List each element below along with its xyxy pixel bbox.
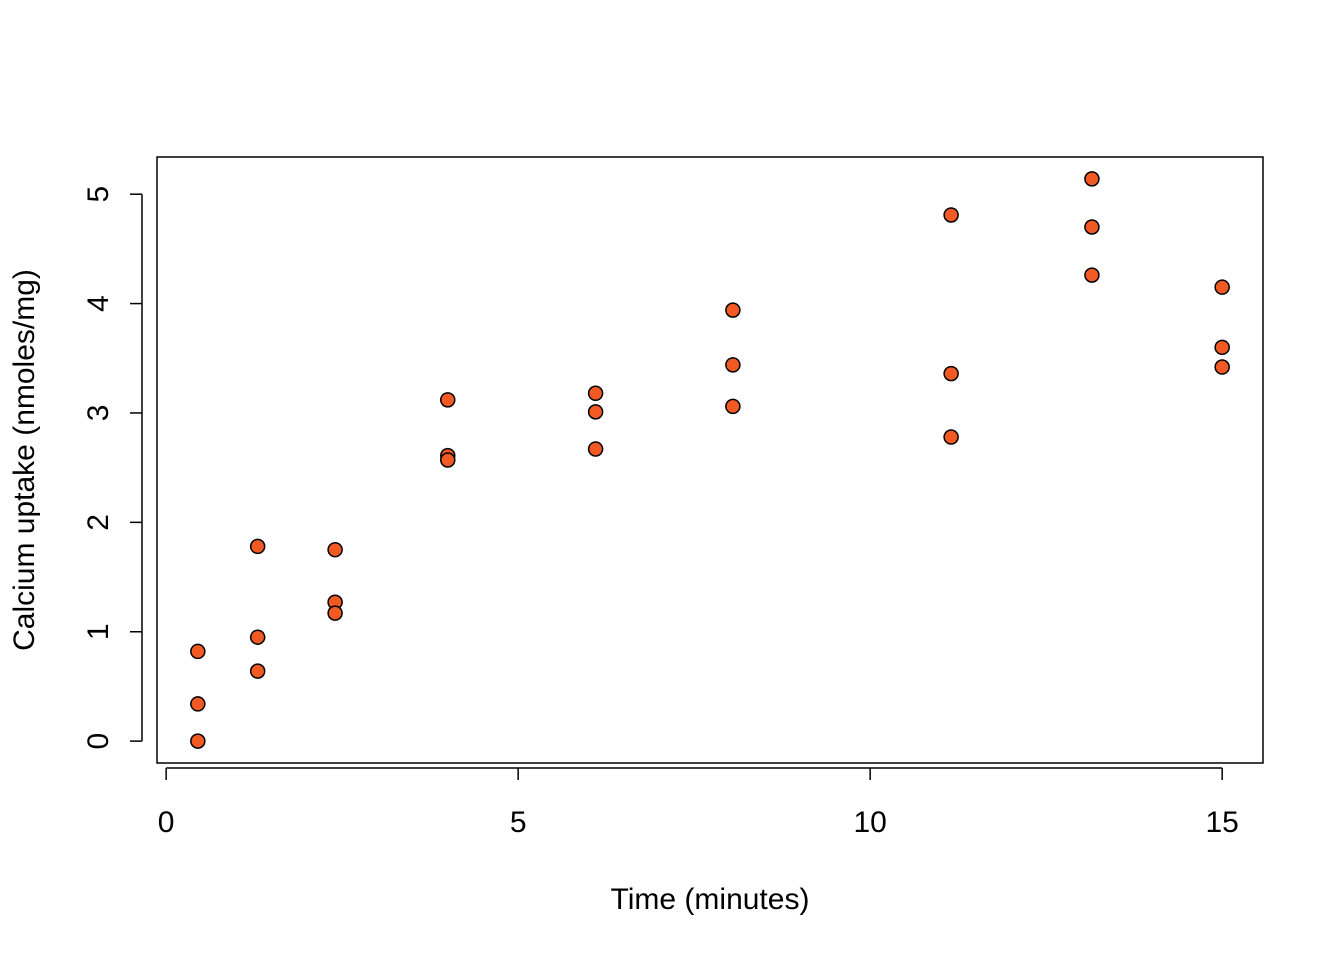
y-tick-label: 1 — [82, 623, 115, 640]
point — [440, 392, 456, 408]
point — [943, 207, 959, 223]
x-axis-label: Time (minutes) — [611, 883, 810, 916]
y-tick-label: 5 — [82, 186, 115, 203]
point — [587, 441, 604, 457]
point — [1214, 279, 1230, 295]
point — [440, 452, 456, 468]
plot-frame — [156, 156, 1264, 764]
point — [327, 541, 343, 558]
point — [1084, 171, 1100, 187]
x-tick-label: 10 — [853, 806, 886, 839]
y-axis-label: Calcium uptake (nmoles/mg) — [8, 269, 41, 651]
point — [725, 302, 741, 318]
point — [587, 385, 604, 402]
point — [943, 429, 959, 445]
point — [725, 398, 741, 415]
x-tick-label: 5 — [510, 806, 527, 839]
y-tick-label: 2 — [82, 514, 115, 531]
point — [587, 404, 604, 420]
point — [327, 605, 343, 621]
point — [1214, 359, 1230, 375]
point — [1084, 219, 1100, 235]
y-tick-label: 4 — [82, 295, 115, 312]
point — [249, 538, 266, 555]
point — [249, 629, 266, 645]
point — [1084, 267, 1100, 283]
point — [190, 733, 206, 749]
point — [1214, 339, 1230, 356]
y-tick-label: 3 — [82, 405, 115, 422]
point — [943, 365, 959, 382]
y-tick-label: 0 — [82, 733, 115, 750]
point — [249, 663, 266, 679]
point — [190, 643, 206, 660]
point — [190, 696, 206, 712]
x-tick-label: 0 — [158, 806, 175, 839]
x-tick-label: 15 — [1205, 806, 1238, 839]
point — [725, 357, 741, 373]
